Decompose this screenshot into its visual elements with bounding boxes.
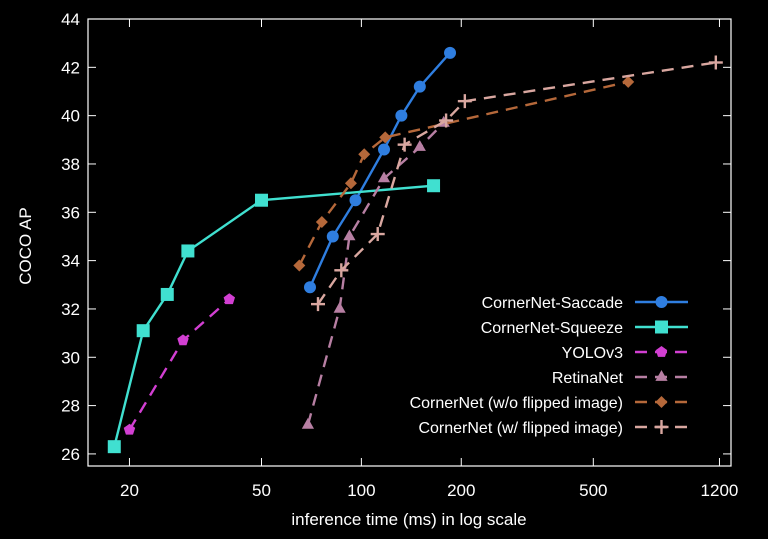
data-point [107,440,121,454]
data-point [310,297,325,312]
x-axis-label: inference time (ms) in log scale [291,510,526,529]
y-tick-label: 34 [61,252,80,271]
data-point [254,193,268,207]
plot-frame [87,18,732,467]
y-tick-label: 42 [61,58,80,77]
data-point [378,143,391,156]
data-point [427,179,441,193]
data-point [377,171,391,183]
legend-marker [655,320,668,334]
legend-marker [655,370,668,381]
legend-item: CornerNet (w/ flipped image) [418,420,688,437]
series-line [298,80,629,267]
x-tick-label: 200 [447,481,475,500]
legend-label: CornerNet-Squeeze [481,320,623,337]
data-point [303,281,316,294]
legend-marker [655,396,668,408]
y-axis-label: COCO AP [16,207,35,284]
legend-label: CornerNet (w/o flipped image) [410,395,623,412]
data-point [370,227,385,242]
data-point [358,148,371,161]
data-point [397,137,412,152]
data-point [177,334,189,346]
data-point [413,80,426,93]
data-point [439,113,454,128]
x-tick-label: 500 [579,481,607,500]
data-point [333,301,346,313]
series-1 [107,179,441,454]
data-point [413,140,426,151]
legend: CornerNet-Saccade CornerNet-Squeeze YOLOv3… [410,295,688,437]
legend-label: RetinaNet [552,370,624,387]
x-tick-label: 20 [120,481,139,500]
data-point [123,423,136,435]
legend-label: CornerNet (w/ flipped image) [418,420,623,437]
data-point [379,131,392,144]
y-tick-label: 36 [61,203,80,222]
series-line [113,184,434,447]
x-tick-label: 1200 [701,481,739,500]
data-point [395,109,408,122]
data-point [444,46,457,59]
data-point [349,194,362,207]
data-point [622,75,635,88]
data-point [344,177,357,190]
data-point [136,324,150,338]
y-tick-label: 26 [61,445,80,464]
data-point [181,244,195,258]
series-line [306,122,445,426]
data-point [326,230,339,243]
data-point [223,293,235,305]
y-tick-label: 28 [61,397,80,416]
series-layer [107,46,723,454]
axes: 26 28 30 32 34 36 38 40 42 44 20 50 100 200 500 1200 [61,10,738,500]
data-point [334,263,349,278]
y-tick-label: 38 [61,155,80,174]
legend-marker [655,296,668,308]
data-point [708,55,723,70]
data-point [457,94,472,109]
y-tick-label: 30 [61,348,80,367]
y-tick-label: 32 [61,300,80,319]
y-tick-label: 40 [61,107,80,126]
data-point [343,229,356,241]
series-2 [123,293,235,435]
legend-item: RetinaNet [552,370,688,387]
y-tick-label: 44 [61,10,80,29]
data-point [293,259,306,272]
x-tick-label: 50 [252,481,271,500]
x-tick-label: 100 [347,481,375,500]
legend-item: CornerNet-Saccade [482,295,688,312]
legend-marker [654,420,669,434]
data-point [301,417,314,429]
legend-label: CornerNet-Saccade [482,295,624,312]
legend-item: CornerNet-Squeeze [481,320,688,337]
legend-label: YOLOv3 [562,345,623,362]
data-point [315,215,328,228]
legend-item: CornerNet (w/o flipped image) [410,395,688,412]
series-4 [293,75,635,272]
legend-marker [655,346,668,357]
series-5 [310,55,723,312]
series-0 [303,46,457,294]
data-point [160,287,174,301]
legend-item: YOLOv3 [562,345,688,362]
